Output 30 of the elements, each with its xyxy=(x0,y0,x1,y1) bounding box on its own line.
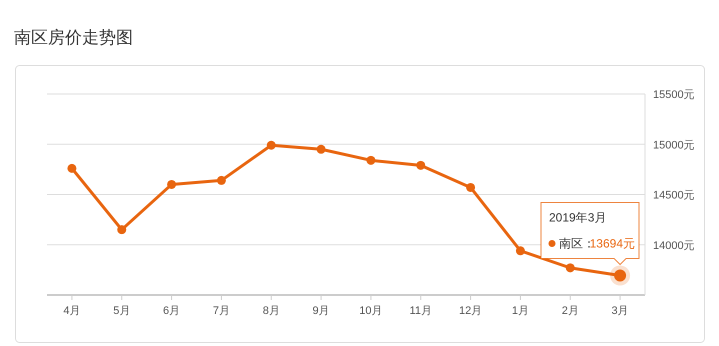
point xyxy=(167,180,176,189)
data-label: 13694元 xyxy=(590,236,635,251)
y-tick-label: 15500元 xyxy=(653,89,695,101)
x-tick-label: 1月 xyxy=(512,305,529,317)
x-tick-label: 2月 xyxy=(562,305,579,317)
point xyxy=(216,176,226,185)
y-tick-label: 14500元 xyxy=(653,190,695,202)
x-tick-label: 6月 xyxy=(163,305,180,317)
x-tick-label: 10月 xyxy=(359,305,383,317)
x-tick-label: 3月 xyxy=(612,305,629,317)
point xyxy=(366,156,376,165)
point xyxy=(316,144,326,154)
point xyxy=(117,225,126,234)
point xyxy=(516,246,525,256)
y-tick-label: 15000元 xyxy=(653,139,695,152)
point xyxy=(266,140,276,150)
chart-title: 南区房价走势图 xyxy=(14,28,133,47)
x-tick-label: 5月 xyxy=(113,305,130,317)
y-tick-label: 14000元 xyxy=(653,240,695,252)
point xyxy=(566,263,575,272)
annotation: 2019年3月 xyxy=(549,210,606,225)
x-tick-label: 12月 xyxy=(458,305,482,317)
x-tick-label: 8月 xyxy=(262,305,280,317)
point xyxy=(67,164,76,173)
x-tick-label: 4月 xyxy=(63,305,80,317)
point xyxy=(416,160,426,170)
x-tick-label: 9月 xyxy=(312,305,330,317)
x-tick-label: 11月 xyxy=(410,305,432,317)
x-tick-label: 7月 xyxy=(212,305,230,317)
point xyxy=(466,182,476,192)
